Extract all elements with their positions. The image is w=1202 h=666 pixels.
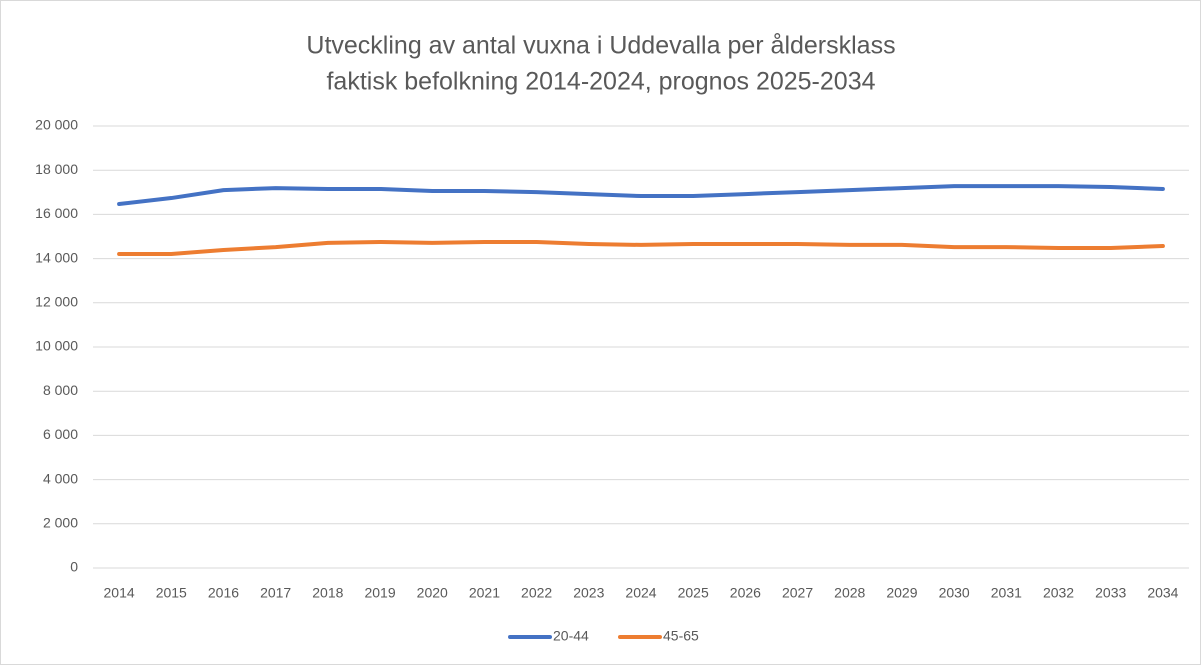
x-tick-label: 2032 <box>1043 585 1074 601</box>
legend-label: 20-44 <box>553 628 589 644</box>
x-tick-label: 2031 <box>991 585 1022 601</box>
x-tick-label: 2014 <box>104 585 135 601</box>
x-tick-label: 2018 <box>312 585 343 601</box>
x-tick-label: 2022 <box>521 585 552 601</box>
y-tick-label: 8 000 <box>43 382 78 398</box>
x-tick-label: 2030 <box>939 585 970 601</box>
x-tick-label: 2025 <box>678 585 709 601</box>
x-tick-label: 2027 <box>782 585 813 601</box>
y-tick-label: 4 000 <box>43 470 78 486</box>
x-tick-label: 2021 <box>469 585 500 601</box>
x-tick-label: 2016 <box>208 585 239 601</box>
x-tick-label: 2026 <box>730 585 761 601</box>
x-tick-label: 2034 <box>1147 585 1178 601</box>
y-tick-label: 16 000 <box>35 205 78 221</box>
x-tick-label: 2033 <box>1095 585 1126 601</box>
y-tick-label: 0 <box>70 559 78 575</box>
y-tick-label: 12 000 <box>35 294 78 310</box>
y-tick-label: 18 000 <box>35 161 78 177</box>
y-tick-label: 20 000 <box>35 117 78 133</box>
legend-label: 45-65 <box>663 628 699 644</box>
y-tick-label: 6 000 <box>43 426 78 442</box>
y-tick-label: 2 000 <box>43 515 78 531</box>
x-tick-label: 2029 <box>886 585 917 601</box>
x-tick-label: 2023 <box>573 585 604 601</box>
y-tick-label: 14 000 <box>35 249 78 265</box>
x-tick-label: 2015 <box>156 585 187 601</box>
chart-subtitle: faktisk befolkning 2014-2024, prognos 20… <box>326 68 875 96</box>
x-tick-label: 2024 <box>625 585 656 601</box>
x-tick-label: 2017 <box>260 585 291 601</box>
x-tick-label: 2028 <box>834 585 865 601</box>
data-line <box>117 240 1165 256</box>
x-tick-label: 2019 <box>364 585 395 601</box>
data-line <box>117 184 1165 207</box>
y-tick-label: 10 000 <box>35 338 78 354</box>
x-tick-label: 2020 <box>417 585 448 601</box>
chart-title: Utveckling av antal vuxna i Uddevalla pe… <box>306 32 895 60</box>
